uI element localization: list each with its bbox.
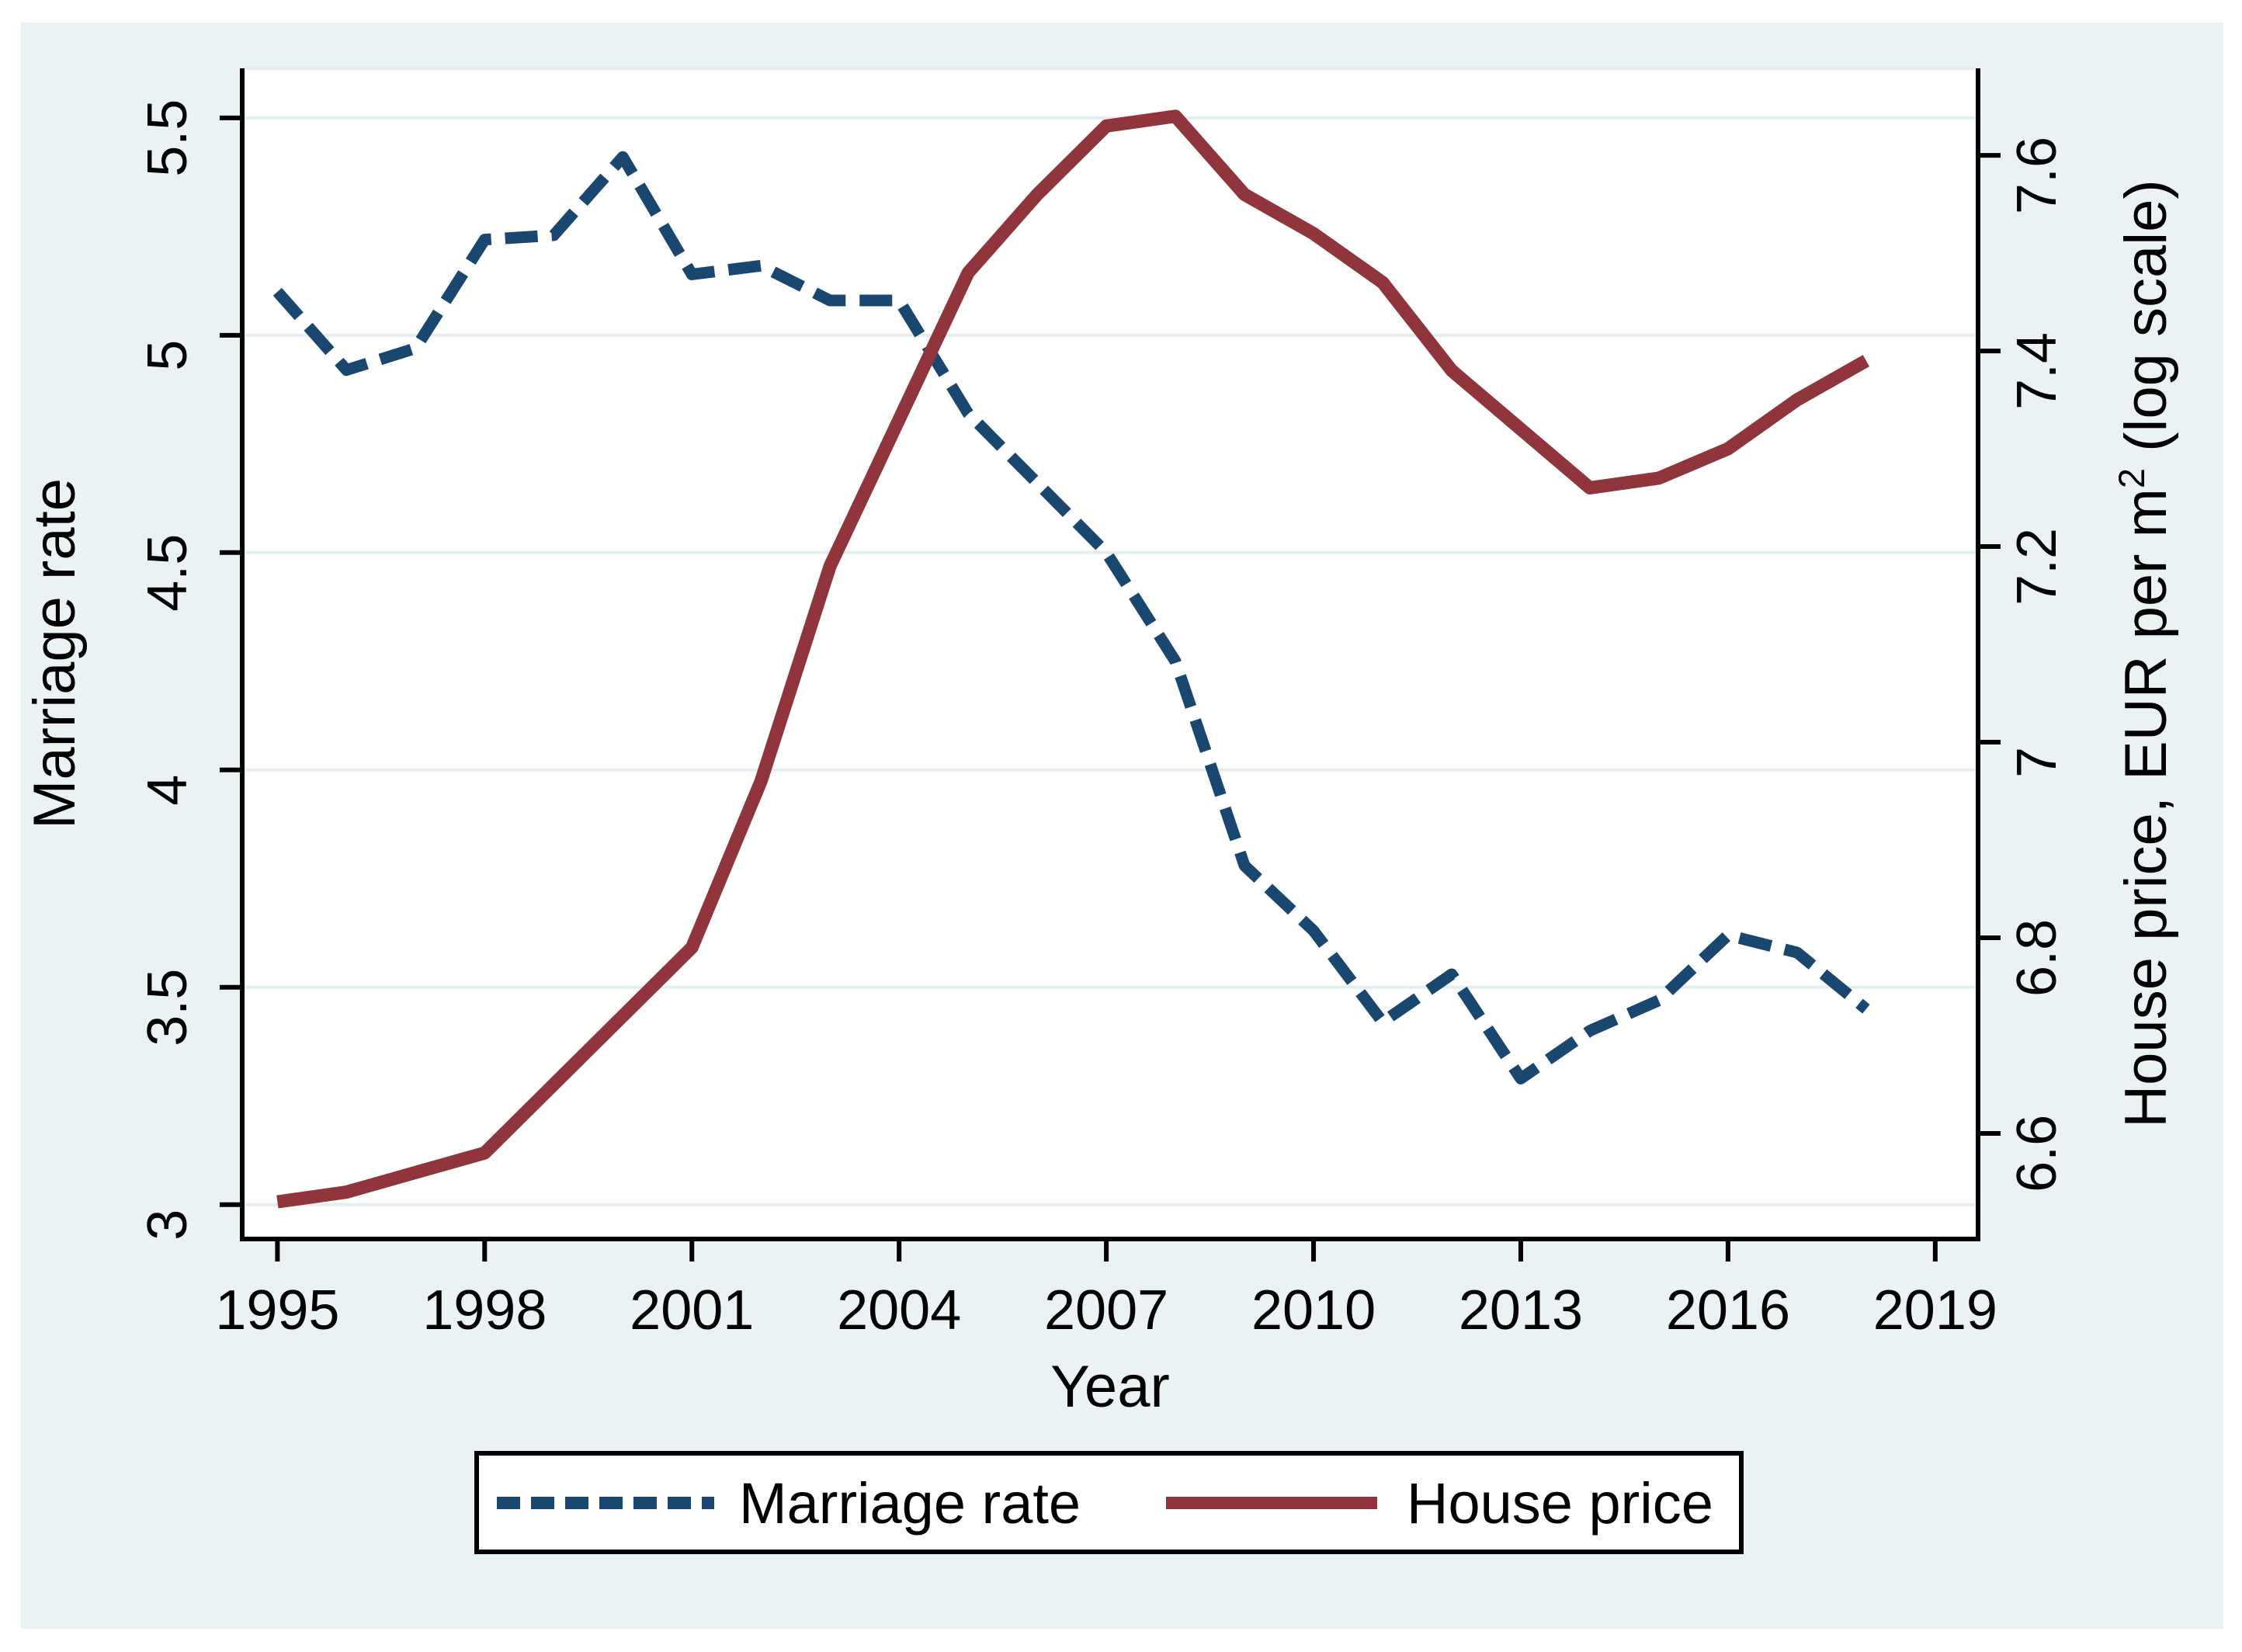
x-tick-label-1995: 1995 (215, 1279, 339, 1341)
right-axis-title: House price, EUR per m2 (log scale) (2111, 179, 2179, 1127)
left-axis-ticks: 5.5 5 4.5 4 3.5 3 (137, 99, 242, 1241)
right-tick-label-7.2: 7.2 (2006, 528, 2068, 606)
left-tick-label-5: 5 (137, 340, 199, 371)
x-tick-label-1998: 1998 (422, 1279, 547, 1341)
right-tick-label-7: 7 (2006, 747, 2068, 778)
right-axis-ticks: 7.6 7.4 7.2 7 6.8 6.6 (1978, 137, 2068, 1192)
x-axis-title: Year (1050, 1354, 1170, 1420)
gridlines (242, 67, 1978, 1206)
plot-region-background (242, 68, 1978, 1239)
axes (240, 68, 1980, 1241)
right-tick-label-6.8: 6.8 (2006, 919, 2068, 997)
right-tick-label-7.6: 7.6 (2006, 137, 2068, 214)
x-tick-label-2016: 2016 (1666, 1279, 1790, 1341)
x-axis-ticks: 1995 1998 2001 2004 2007 2010 2013 2016 2019 (215, 1239, 1997, 1341)
left-tick-label-5.5: 5.5 (137, 99, 199, 177)
marriage-rate-line (272, 151, 1870, 1085)
x-tick-label-2004: 2004 (837, 1279, 961, 1341)
series (272, 109, 1870, 1209)
left-tick-label-3.5: 3.5 (137, 969, 199, 1046)
legend: Marriage rate House price (474, 1451, 1744, 1554)
legend-label-house-price: House price (1407, 1471, 1713, 1536)
left-tick-label-3: 3 (137, 1210, 199, 1241)
left-axis-title: Marriage rate (22, 478, 88, 829)
right-tick-label-6.6: 6.6 (2006, 1115, 2068, 1192)
x-tick-label-2010: 2010 (1251, 1279, 1376, 1341)
left-tick-label-4.5: 4.5 (137, 534, 199, 612)
house-price-line (276, 109, 1870, 1209)
x-tick-label-2001: 2001 (630, 1279, 754, 1341)
x-tick-label-2007: 2007 (1044, 1279, 1168, 1341)
legend-label-marriage-rate: Marriage rate (739, 1471, 1081, 1536)
x-tick-label-2013: 2013 (1459, 1279, 1583, 1341)
right-tick-label-7.4: 7.4 (2006, 332, 2068, 410)
left-tick-label-4: 4 (137, 775, 199, 806)
x-tick-label-2019: 2019 (1873, 1279, 1997, 1341)
